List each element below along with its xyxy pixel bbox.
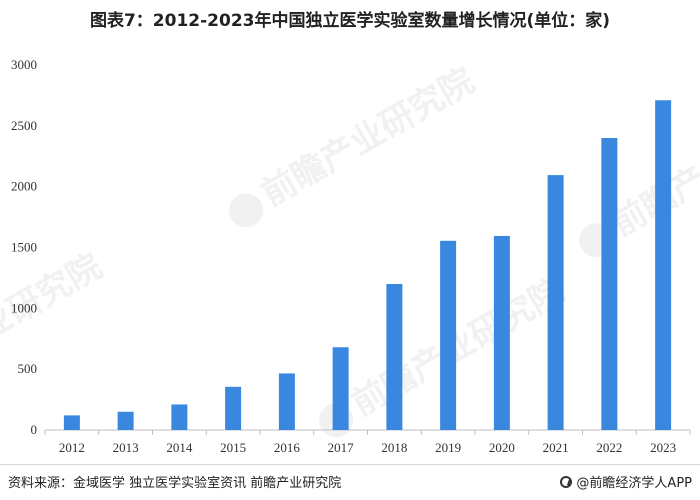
- bar-2018: [386, 284, 403, 430]
- x-tick-label: 2014: [166, 440, 193, 455]
- bar-2022: [601, 138, 618, 430]
- x-tick-label: 2017: [328, 440, 355, 455]
- y-tick-label: 1000: [11, 300, 37, 315]
- x-tick-label: 2013: [113, 440, 139, 455]
- y-tick-label: 0: [31, 422, 38, 437]
- bar-chart: 0 500 1000 1500 2000 2500 3000 2012 2013 2014 2015…: [11, 57, 691, 455]
- bar-2012: [63, 415, 80, 430]
- bar-2015: [225, 386, 242, 430]
- x-tick-label: 2012: [59, 440, 85, 455]
- bar-2019: [440, 240, 457, 430]
- bar-2013: [117, 411, 134, 430]
- x-tick-label: 2019: [435, 440, 461, 455]
- y-tick-label: 3000: [11, 57, 37, 72]
- bar-2020: [493, 235, 510, 430]
- x-tick-label: 2022: [596, 440, 622, 455]
- brand-credit: @前瞻经济学人APP: [560, 472, 692, 491]
- x-tick-label: 2018: [381, 440, 407, 455]
- bar-2023: [655, 100, 672, 431]
- chart-title: 图表7：2012-2023年中国独立医学实验室数量增长情况(单位：家): [89, 11, 611, 31]
- brand-text: @前瞻经济学人APP: [576, 476, 692, 491]
- source-note: 资料来源：金域医学 独立医学实验室资讯 前瞻产业研究院: [8, 476, 342, 491]
- x-tick-label: 2015: [220, 440, 246, 455]
- y-tick-label: 2500: [11, 118, 37, 133]
- bar-2017: [332, 347, 349, 430]
- brand-logo-icon: [560, 475, 573, 488]
- bar-2021: [547, 175, 564, 430]
- footer-divider: [0, 464, 700, 465]
- y-tick-label: 2000: [11, 179, 37, 194]
- x-tick-label: 2023: [650, 440, 676, 455]
- x-tick-label: 2021: [543, 440, 569, 455]
- bar-2014: [171, 404, 188, 430]
- y-tick-label: 500: [18, 361, 38, 376]
- y-tick-label: 1500: [11, 240, 37, 255]
- x-tick-label: 2020: [489, 440, 515, 455]
- x-tick-label: 2016: [274, 440, 301, 455]
- bar-2016: [278, 373, 295, 430]
